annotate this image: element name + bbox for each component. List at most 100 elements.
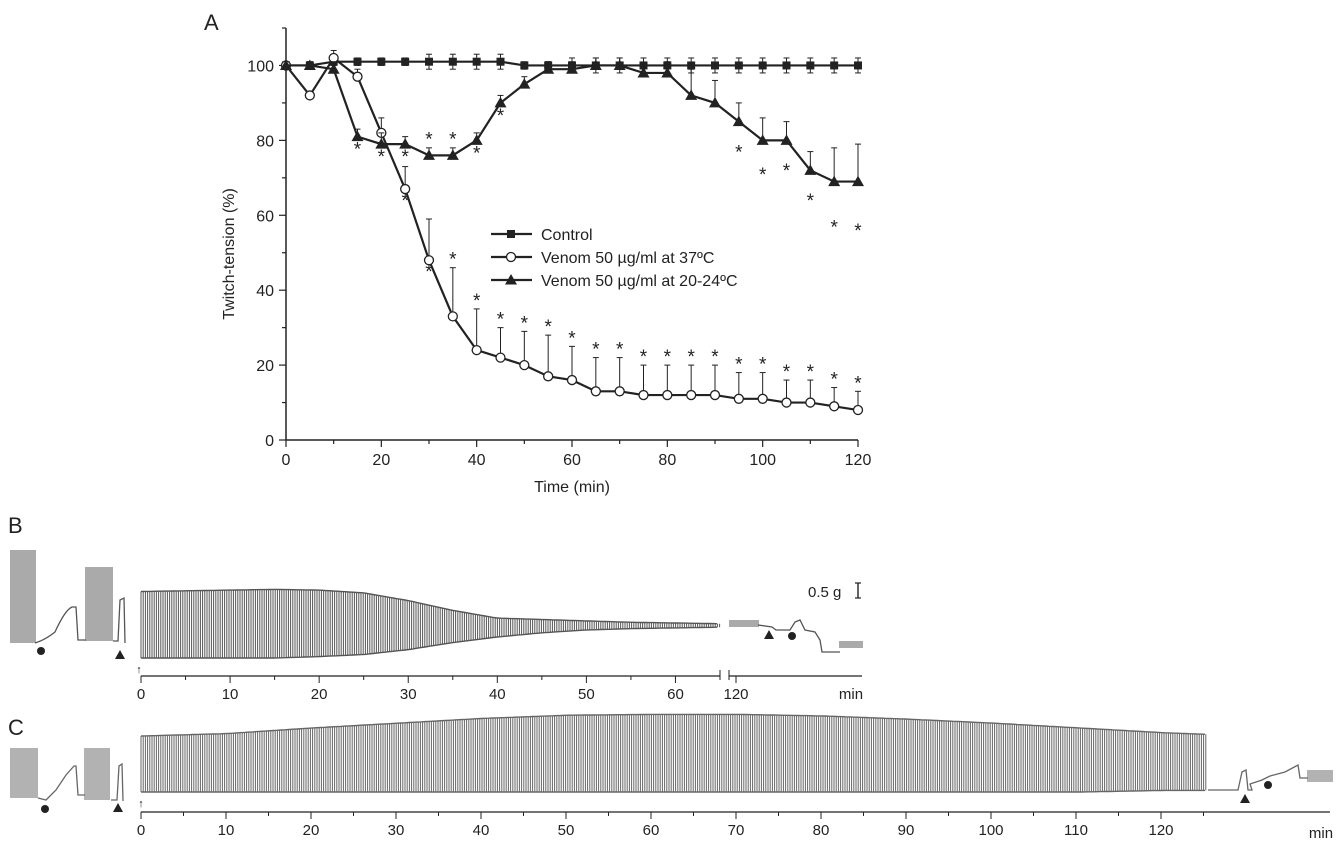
data-point-square xyxy=(758,61,767,70)
data-point-triangle xyxy=(566,63,578,74)
time-tick-label: 70 xyxy=(728,822,745,839)
data-point-square xyxy=(806,61,815,70)
significance-star: * xyxy=(640,347,648,368)
time-tick-label: 30 xyxy=(400,686,417,703)
data-point-triangle xyxy=(589,59,602,70)
data-point-square xyxy=(782,61,791,70)
significance-star: * xyxy=(401,147,409,168)
kcl-marker xyxy=(115,650,125,659)
significance-star: * xyxy=(783,362,791,383)
significance-star: * xyxy=(664,347,672,368)
data-point-circle xyxy=(590,386,601,397)
data-point-circle xyxy=(328,52,339,64)
significance-star: * xyxy=(759,355,767,376)
data-point-square xyxy=(734,61,743,70)
data-point-circle xyxy=(733,393,744,404)
kcl-contracture xyxy=(111,762,124,802)
legend-marker-circle xyxy=(505,251,517,263)
legend: Control Venom 50 µg/ml at 37ºC Venom 50 µg… xyxy=(491,227,738,290)
significance-star: * xyxy=(807,191,815,212)
significance-star: * xyxy=(735,355,743,376)
twitch-envelope-top xyxy=(140,588,718,625)
significance-star: * xyxy=(854,373,862,394)
pre-twitch-block xyxy=(10,748,38,798)
data-point-circle xyxy=(400,183,411,195)
data-point-square xyxy=(687,61,696,70)
data-point-triangle xyxy=(732,115,745,127)
twitch-envelope-bottom xyxy=(141,789,1205,793)
series-triangle xyxy=(280,57,864,187)
data-point-circle xyxy=(686,389,697,401)
data-point-circle xyxy=(614,386,625,397)
ach-marker xyxy=(37,647,45,655)
ach-marker xyxy=(41,805,49,813)
data-point-square xyxy=(472,57,481,66)
significance-star: * xyxy=(401,191,409,212)
data-point-circle xyxy=(566,374,578,386)
late-ach-marker xyxy=(788,632,796,640)
twitch-envelope xyxy=(140,714,1207,792)
data-point-circle xyxy=(709,389,721,401)
significance-star: * xyxy=(473,143,481,164)
significance-star: * xyxy=(592,340,600,361)
time-tick-label: 10 xyxy=(218,822,235,839)
time-tick-label: 10 xyxy=(222,686,239,703)
significance-star: * xyxy=(544,317,552,338)
scale-label: 0.5 g xyxy=(808,584,841,601)
data-point-triangle xyxy=(828,175,841,187)
data-point-triangle xyxy=(804,164,817,175)
data-point-triangle xyxy=(685,89,698,100)
chart-a: 0 20 40 60 80 100 0 20 40 60 80 100 120 Time (min) Twi… xyxy=(221,27,872,496)
significance-star: * xyxy=(568,328,576,349)
x-axis-label: Time (min) xyxy=(534,479,610,496)
y-axis-label: Twitch-tension (%) xyxy=(221,188,238,320)
data-point-square xyxy=(854,61,862,70)
y-tick-label: 80 xyxy=(256,133,274,150)
data-point-triangle xyxy=(613,59,626,70)
significance-star: * xyxy=(759,165,767,186)
data-point-circle xyxy=(423,255,435,266)
late-ach-marker xyxy=(1264,781,1272,789)
significance-star: * xyxy=(354,140,362,161)
data-point-square xyxy=(401,57,410,66)
twitch-envelope-bottom xyxy=(141,626,718,659)
time-tick-label: 0 xyxy=(137,822,145,839)
venom-arrow: ↑ xyxy=(136,664,142,676)
data-point-square xyxy=(425,57,433,66)
time-tick-label: 20 xyxy=(303,822,320,839)
time-tick-label: 40 xyxy=(473,822,490,839)
data-point-circle xyxy=(757,393,768,404)
ach-contracture xyxy=(34,606,86,644)
x-tick-label: 40 xyxy=(468,452,486,469)
time-tick-label: 60 xyxy=(643,822,660,839)
trace-b: ↑ 0.5 g 0 10 20 30 40 50 60 120 min xyxy=(10,550,863,703)
data-point-triangle xyxy=(375,138,388,149)
data-point-triangle xyxy=(446,149,459,160)
unit-label: min xyxy=(1309,825,1333,841)
time-tick-label: 120 xyxy=(1148,822,1173,839)
data-point-triangle xyxy=(780,134,793,145)
data-point-circle xyxy=(662,389,673,401)
significance-star: * xyxy=(449,250,457,271)
significance-star: * xyxy=(425,262,433,283)
data-point-triangle xyxy=(542,63,555,74)
data-point-circle xyxy=(471,344,482,356)
late-twitch-block-2 xyxy=(839,641,863,648)
significance-star: * xyxy=(449,129,457,150)
twitch-envelope-top xyxy=(140,713,1206,737)
significance-star: * xyxy=(687,347,695,368)
x-tick-label: 120 xyxy=(845,452,872,469)
time-tick-label: 20 xyxy=(311,686,328,703)
significance-star: * xyxy=(378,147,386,168)
time-tick-label: 90 xyxy=(898,822,915,839)
late-response xyxy=(1208,763,1308,791)
time-tick-label: 30 xyxy=(388,822,405,839)
x-tick-label: 0 xyxy=(282,452,291,469)
data-point-square xyxy=(377,57,386,66)
data-point-triangle xyxy=(518,78,531,89)
legend-label: Venom 50 µg/ml at 20-24ºC xyxy=(541,273,738,290)
data-point-circle xyxy=(543,371,554,382)
venom-arrow: ↑ xyxy=(138,798,144,810)
data-point-circle xyxy=(805,397,816,408)
